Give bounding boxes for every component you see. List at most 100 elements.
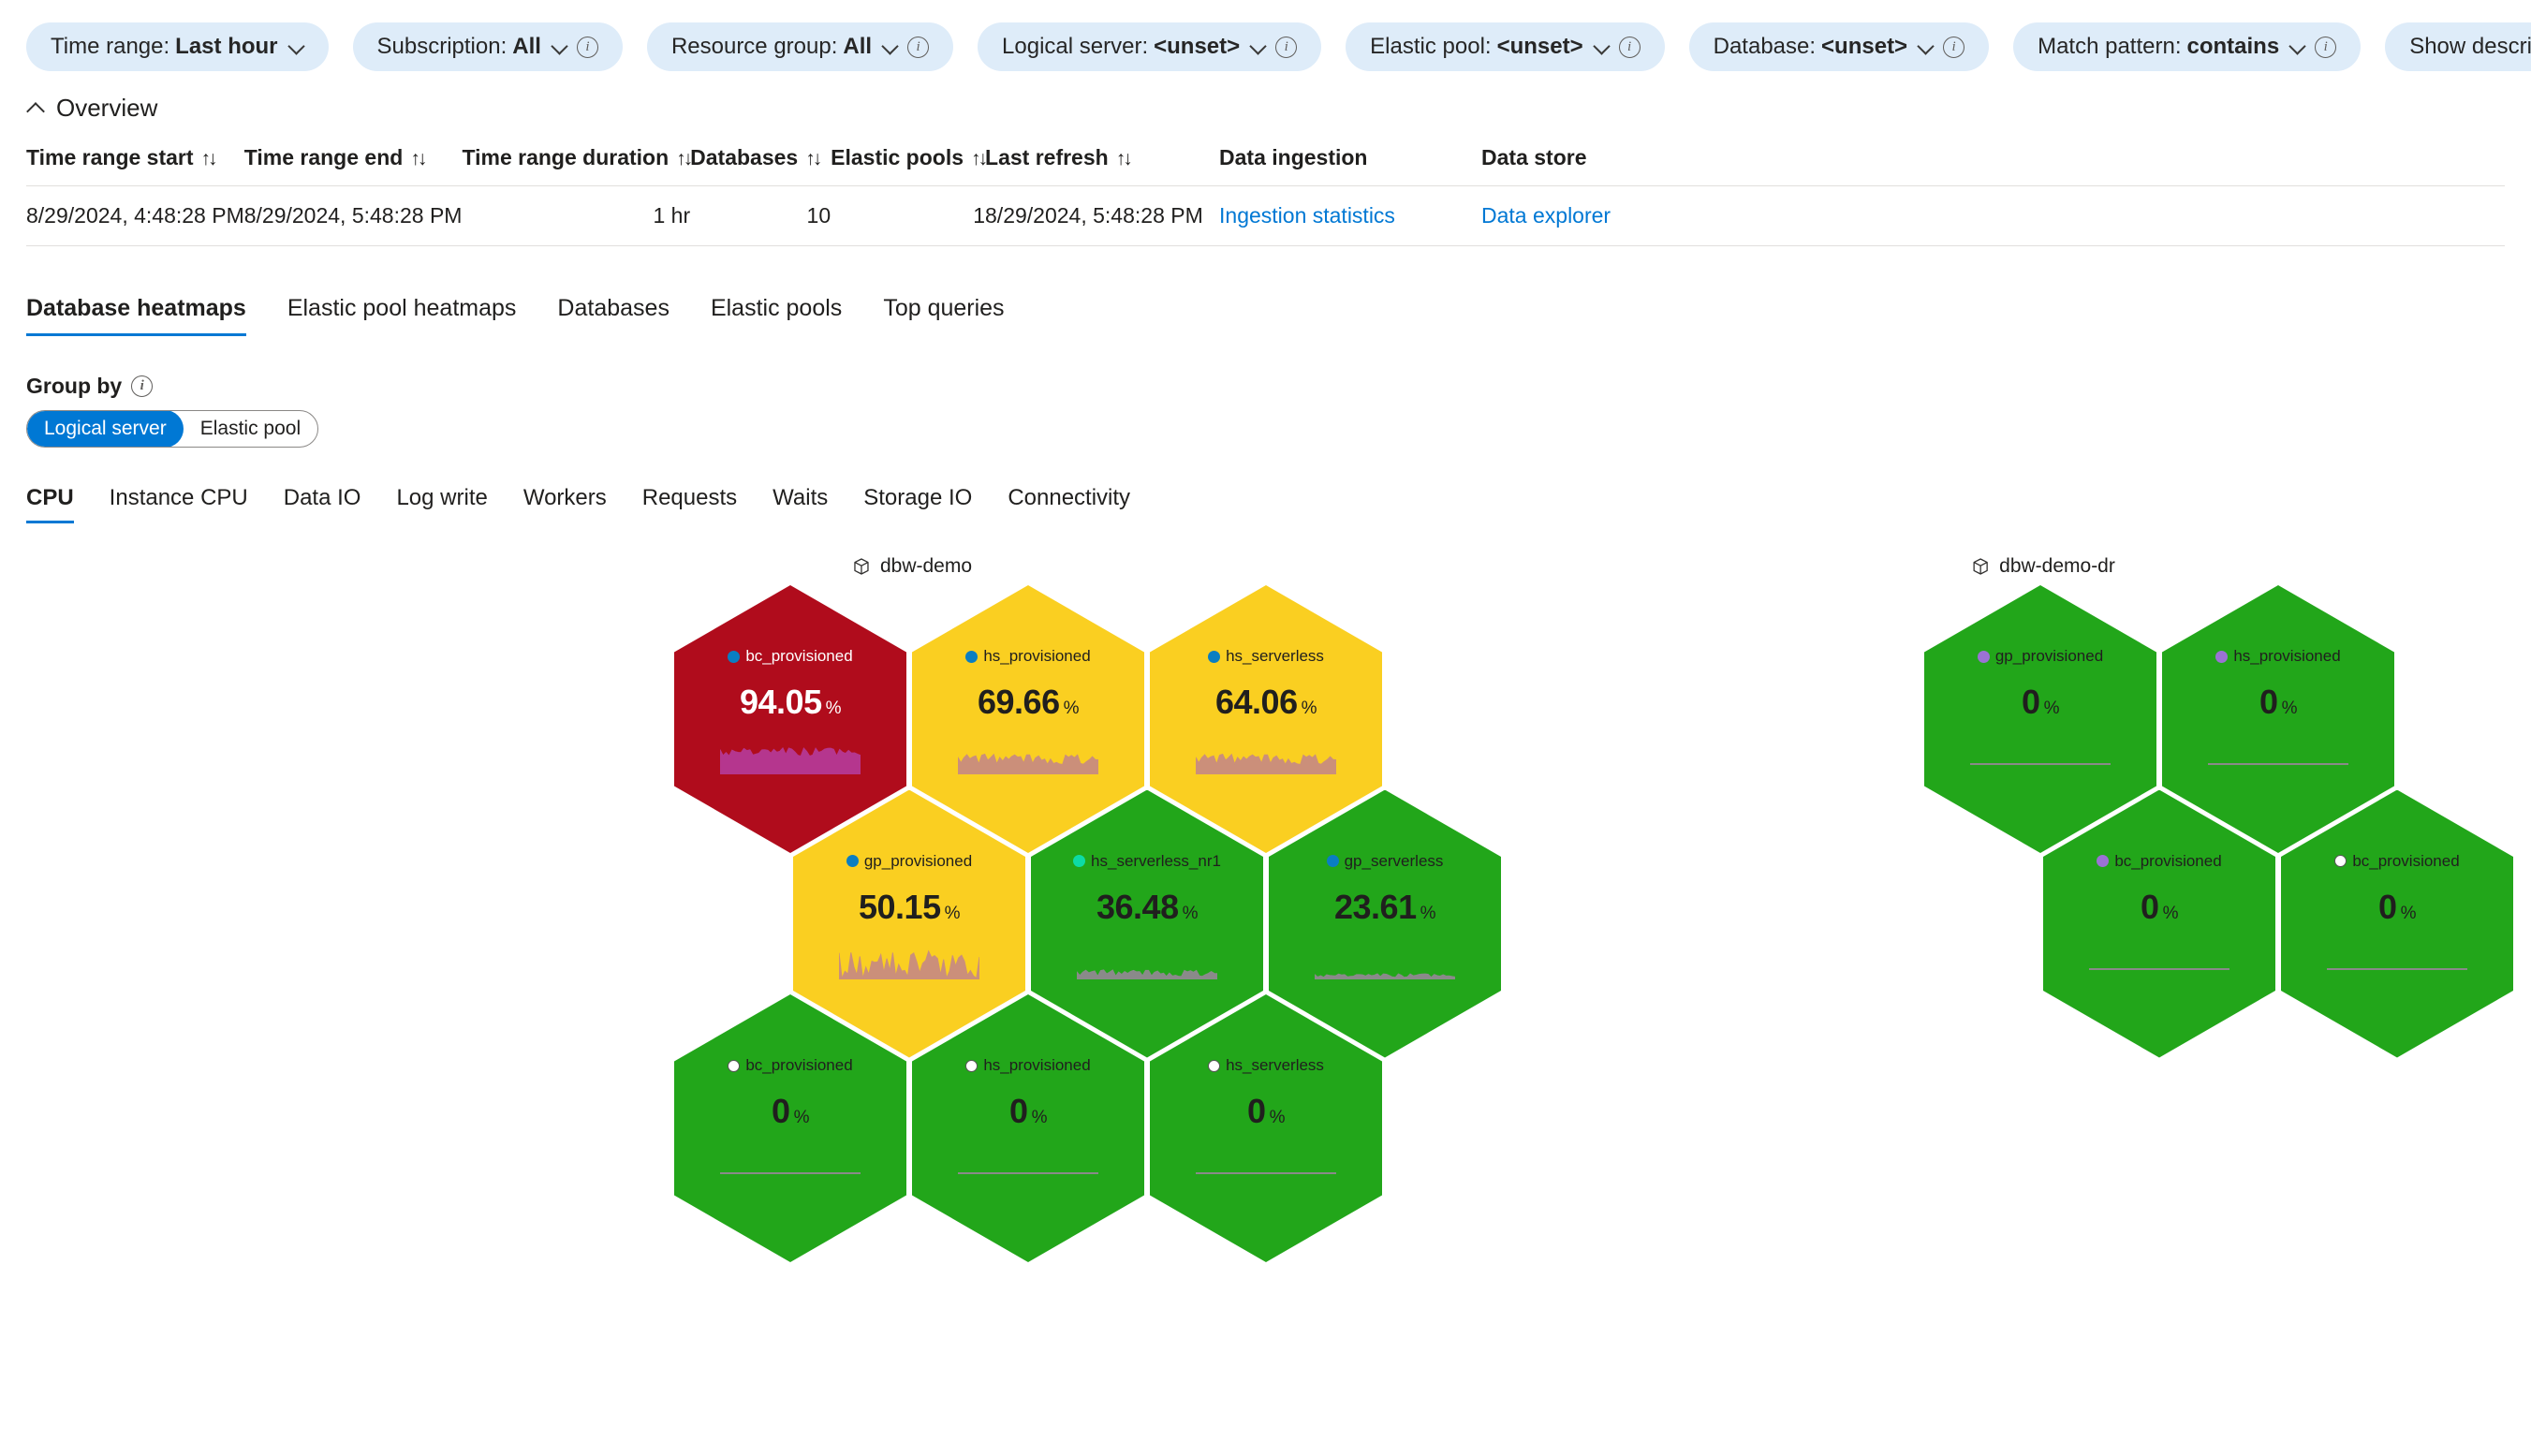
filter-label: Subscription: [376,34,508,59]
filter-label: Time range: [51,34,170,59]
filter-pill-match-pattern[interactable]: Match pattern: contains i [2013,22,2362,71]
column-header-databases[interactable]: Databases ↑↓ [690,145,831,186]
hex-value-number: 23.61 [1334,887,1417,926]
hex-value: 0% [1247,1092,1285,1131]
sort-toggle-icon[interactable]: ↑↓ [971,148,988,169]
hex-value: 0% [772,1092,809,1131]
filter-pill-elastic-pool[interactable]: Elastic pool: <unset> i [1346,22,1665,71]
tab-elastic-pool-heatmaps[interactable]: Elastic pool heatmaps [287,295,517,321]
filter-pill-show-descriptions[interactable]: Show descriptions:Noi [2385,22,2531,71]
column-header-label: Data store [1481,145,1587,169]
link-data-explorer[interactable]: Data explorer [1481,203,1611,228]
filter-pill-time-range[interactable]: Time range: Last hour [26,22,329,71]
sort-toggle-icon[interactable]: ↑↓ [805,148,822,169]
heatmap-hex-dbw-demo-hs_provisioned[interactable]: hs_provisioned 69.66% [912,585,1144,853]
column-header-inner: Data store [1481,145,1586,170]
chevron-down-icon[interactable] [2290,39,2305,54]
filter-value: Last hour [175,34,278,59]
metric-tab-cpu[interactable]: CPU [26,485,74,523]
hex-value-number: 0 [772,1092,790,1130]
table-row: 8/29/2024, 4:48:28 PM 8/29/2024, 5:48:28 … [26,185,2505,246]
sort-toggle-icon[interactable]: ↑↓ [1115,148,1133,169]
sort-toggle-icon[interactable]: ↑↓ [676,148,693,169]
cell-elastic-pools: 1 [831,185,986,246]
cell-link-data-explorer: Data explorer [1481,185,2505,246]
filter-value: <unset> [1154,34,1241,59]
metric-tab-instance-cpu[interactable]: Instance CPU [109,485,248,510]
hex-value-unit: % [1420,903,1436,923]
sort-toggle-icon[interactable]: ↑↓ [410,148,427,169]
chevron-down-icon[interactable] [1251,39,1266,54]
column-header-inner: Time range start ↑↓ [26,145,218,170]
hex-label-text: bc_provisioned [745,1056,853,1074]
info-icon[interactable]: i [131,375,154,397]
hex-value-number: 0 [1009,1092,1028,1130]
metric-tab-connectivity[interactable]: Connectivity [1008,485,1131,510]
group-by-label: Group by [26,374,123,398]
hex-value-number: 0 [2022,683,2040,721]
hex-sparkline [958,1172,1098,1174]
group-by-option-elastic-pool[interactable]: Elastic pool [199,418,302,439]
tab-elastic-pools[interactable]: Elastic pools [710,295,843,321]
metric-tab-log-write[interactable]: Log write [396,485,488,510]
filter-pill-subscription[interactable]: Subscription: All i [352,22,623,71]
info-icon[interactable]: i [576,36,598,58]
filter-pill-logical-server[interactable]: Logical server: <unset> i [978,22,1322,71]
metric-tab-storage-io[interactable]: Storage IO [863,485,973,510]
cube-icon [854,558,869,575]
column-header-time-range-start[interactable]: Time range start ↑↓ [26,145,244,186]
metric-tab-data-io[interactable]: Data IO [283,485,361,510]
hex-sparkline [1196,1172,1336,1174]
info-icon[interactable]: i [1618,36,1641,58]
cell-time-range-end: 8/29/2024, 5:48:28 PM [243,185,463,246]
column-header-time-range-end[interactable]: Time range end ↑↓ [244,145,463,186]
info-icon[interactable]: i [1943,36,1965,58]
tab-databases[interactable]: Databases [557,295,670,321]
column-header-last-refresh[interactable]: Last refresh ↑↓ [985,145,1219,186]
metric-tab-waits[interactable]: Waits [773,485,829,510]
hex-value: 69.66% [978,683,1080,722]
column-header-data-ingestion: Data ingestion [1219,145,1481,186]
metric-tab-bar: CPU Instance CPU Data IO Log write Workers Re… [0,485,2531,523]
hex-value-unit: % [793,1108,810,1127]
info-icon[interactable]: i [907,36,930,58]
group-by-label-row: Group by i [26,374,2505,399]
filter-pill-resource-group[interactable]: Resource group: All i [646,22,954,71]
cell-link-ingestion-statistics: Ingestion statistics [1219,185,1482,246]
cube-icon [1973,558,1988,575]
chevron-down-icon[interactable] [883,39,898,54]
hex-value: 36.48% [1096,888,1199,927]
column-header-label: Time range end [243,145,404,169]
chevron-down-icon[interactable] [1595,39,1610,54]
tab-top-queries[interactable]: Top queries [883,295,1005,321]
hex-label-text: hs_provisioned [983,647,1091,665]
column-header-elastic-pools[interactable]: Elastic pools ↑↓ [831,145,988,186]
column-header-time-range-duration[interactable]: Time range duration ↑↓ [462,145,693,186]
link-ingestion-statistics[interactable]: Ingestion statistics [1219,203,1395,228]
cluster-title: dbw-demo-dr [1971,555,2115,578]
chevron-down-icon[interactable] [552,39,567,54]
overview-section-header[interactable]: Overview [0,77,2531,123]
metric-tab-workers[interactable]: Workers [522,485,607,510]
group-by-option-logical-server[interactable]: Logical server [27,411,184,447]
hex-label-text: hs_provisioned [2233,647,2341,665]
hex-label: hs_serverless [1208,1056,1324,1075]
hex-value-unit: % [2281,699,2298,718]
info-icon[interactable]: i [2315,36,2337,58]
status-dot-icon [2097,855,2110,867]
info-icon[interactable]: i [1275,36,1298,58]
filter-label: Elastic pool: [1370,34,1492,59]
chevron-down-icon[interactable] [289,39,304,54]
filter-value: contains [2186,34,2280,59]
filter-pill-database[interactable]: Database: <unset> i [1688,22,1990,71]
heatmap-hex-dbw-demo-bc_provisioned[interactable]: bc_provisioned 94.05% [674,585,906,853]
sort-toggle-icon[interactable]: ↑↓ [200,148,218,169]
hex-value-unit: % [1182,903,1199,923]
chevron-down-icon[interactable] [1919,39,1934,54]
heatmap-hex-dbw-demo-hs_serverless[interactable]: hs_serverless 64.06% [1150,585,1382,853]
group-by-section: Group by i Logical server Elastic pool [0,374,2531,448]
tab-database-heatmaps[interactable]: Database heatmaps [26,295,246,336]
metric-tab-requests[interactable]: Requests [641,485,738,510]
column-header-label: Elastic pools [831,145,964,169]
hex-value-unit: % [825,699,842,718]
